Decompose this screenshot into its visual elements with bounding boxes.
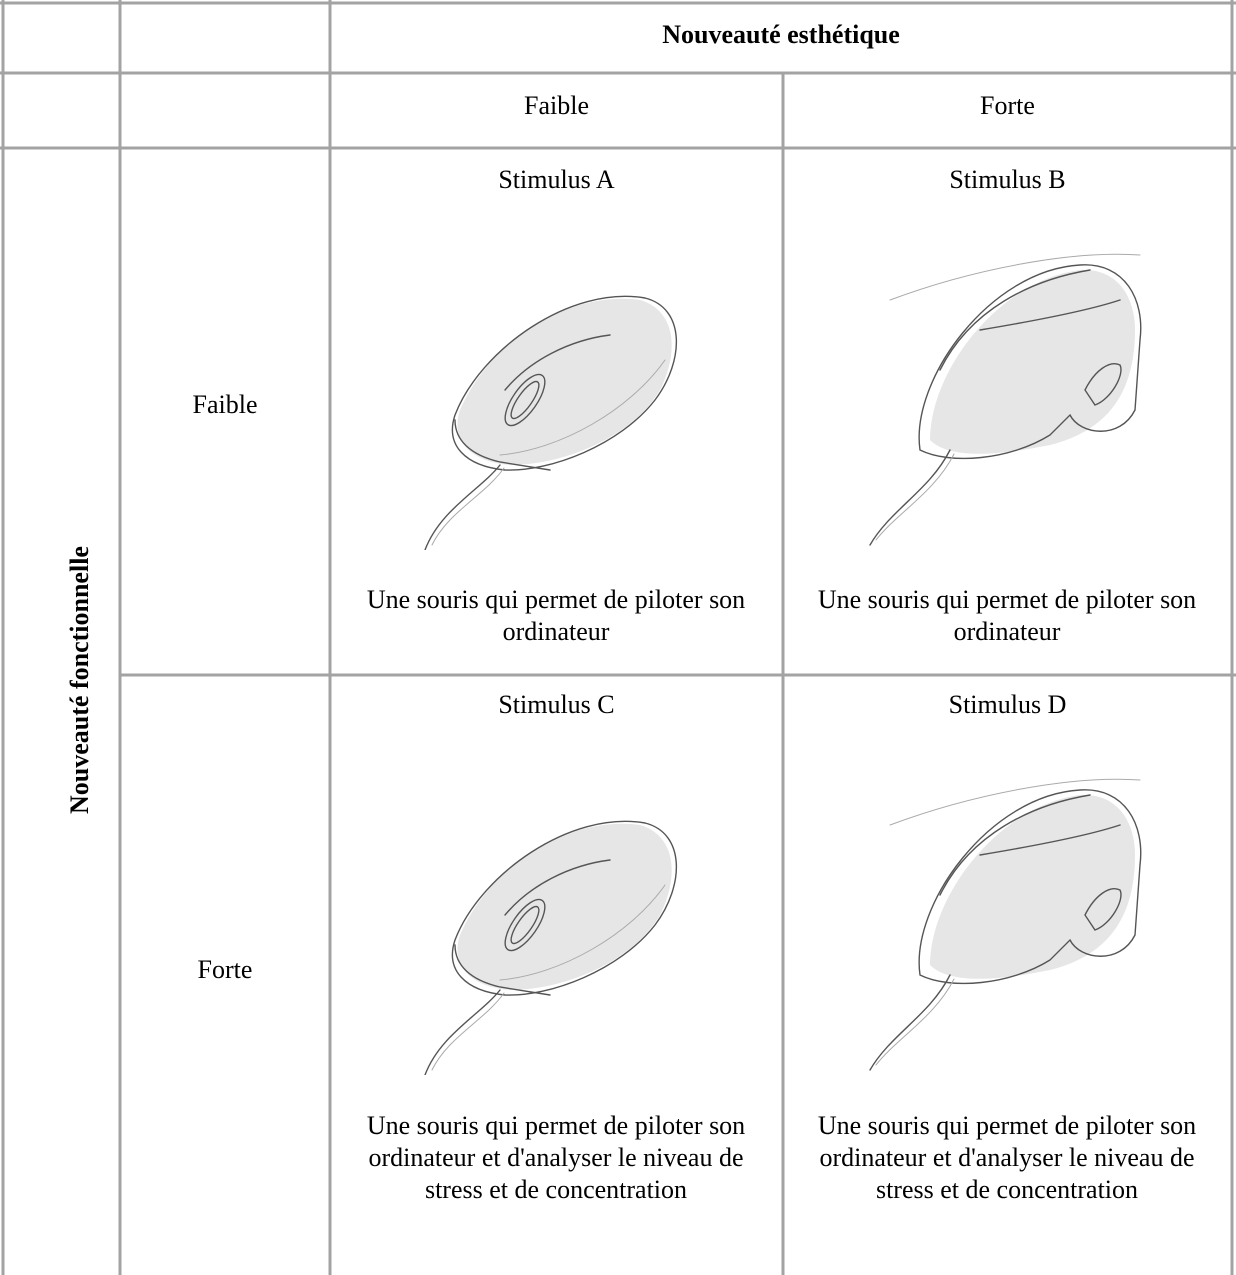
mouse-sketch: [869, 253, 1142, 546]
mouse-sketch: [424, 295, 678, 550]
stimulus-description: Une souris qui permet de piloter son ord…: [366, 1111, 746, 1204]
stimulus-title: Stimulus B: [949, 165, 1066, 194]
column-group-header: Nouveauté esthétique: [662, 20, 900, 49]
row-group-header: Nouveauté fonctionnelle: [65, 546, 94, 814]
stimulus-description: Une souris qui permet de piloter son ord…: [817, 1111, 1197, 1204]
stimulus-title: Stimulus D: [948, 690, 1067, 719]
mouse-sketch: [424, 820, 678, 1075]
column-label: Forte: [980, 91, 1035, 120]
mouse-sketch: [869, 778, 1142, 1071]
column-label: Faible: [524, 91, 589, 120]
stimulus-description: Une souris qui permet de piloter son ord…: [817, 585, 1197, 646]
stimulus-description: Une souris qui permet de piloter son ord…: [366, 585, 746, 646]
stimulus-title: Stimulus C: [498, 690, 615, 719]
row-label: Faible: [192, 390, 258, 419]
row-label: Forte: [197, 955, 253, 984]
stimulus-title: Stimulus A: [498, 165, 615, 194]
